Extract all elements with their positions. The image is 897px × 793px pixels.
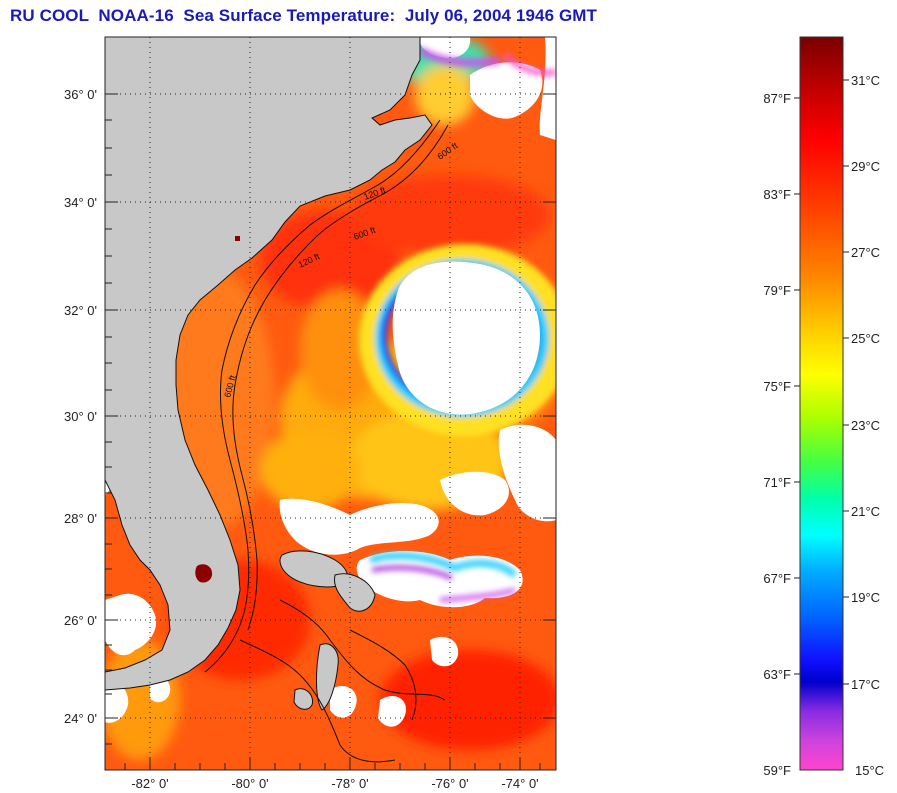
celsius-label: 29°C [851,159,880,174]
land-mainland [105,37,433,691]
inland-feature [235,236,240,241]
colorbar [799,36,844,771]
lon-label: -78° 0' [331,776,368,791]
map-area: 600 ft 120 ft 600 ft 120 ft 600 ft [105,37,556,770]
celsius-label: 27°C [851,245,880,260]
lon-label: -74° 0' [501,776,538,791]
fahrenheit-label: 59°F [763,763,791,778]
fahrenheit-label: 67°F [763,571,791,586]
lat-label: 36° 0' [64,87,97,102]
lake-okeechobee [195,564,213,583]
clouds [105,37,556,727]
colorbar-c-labels: 31°C 29°C 27°C 25°C 23°C 21°C 19°C 17°C … [851,73,884,778]
axis-ticks [105,93,556,770]
fahrenheit-label: 87°F [763,91,791,106]
depth-contours [204,119,449,763]
celsius-label: 25°C [851,331,880,346]
map-frame [104,36,557,771]
celsius-label: 31°C [851,73,880,88]
lat-label: 34° 0' [64,195,97,210]
longitude-labels: -82° 0' -80° 0' -78° 0' -76° 0' -74° 0' [131,776,538,791]
fahrenheit-label: 75°F [763,379,791,394]
bahamas-islands [279,550,376,711]
celsius-label: 19°C [851,590,880,605]
fahrenheit-label: 79°F [763,283,791,298]
fahrenheit-label: 63°F [763,667,791,682]
celsius-label: 23°C [851,418,880,433]
map-title: RU COOL NOAA-16 Sea Surface Temperature:… [10,6,598,25]
colorbar-ticks [794,79,849,685]
celsius-label: 21°C [851,504,880,519]
lat-label: 26° 0' [64,613,97,628]
lat-label: 28° 0' [64,511,97,526]
lon-label: -76° 0' [431,776,468,791]
latitude-labels: 36° 0' 34° 0' 32° 0' 30° 0' 28° 0' 26° 0… [64,87,97,726]
graticule [105,37,556,770]
lon-label: -82° 0' [131,776,168,791]
fahrenheit-label: 71°F [763,475,791,490]
cold-fringes [368,46,556,603]
lat-label: 24° 0' [64,711,97,726]
fahrenheit-label: 83°F [763,187,791,202]
celsius-label: 15°C [855,763,884,778]
celsius-label: 17°C [851,677,880,692]
lat-label: 30° 0' [64,409,97,424]
colorbar-f-labels: 87°F 83°F 79°F 75°F 71°F 67°F 63°F 59°F [763,91,791,778]
lon-label: -80° 0' [231,776,268,791]
lat-label: 32° 0' [64,303,97,318]
